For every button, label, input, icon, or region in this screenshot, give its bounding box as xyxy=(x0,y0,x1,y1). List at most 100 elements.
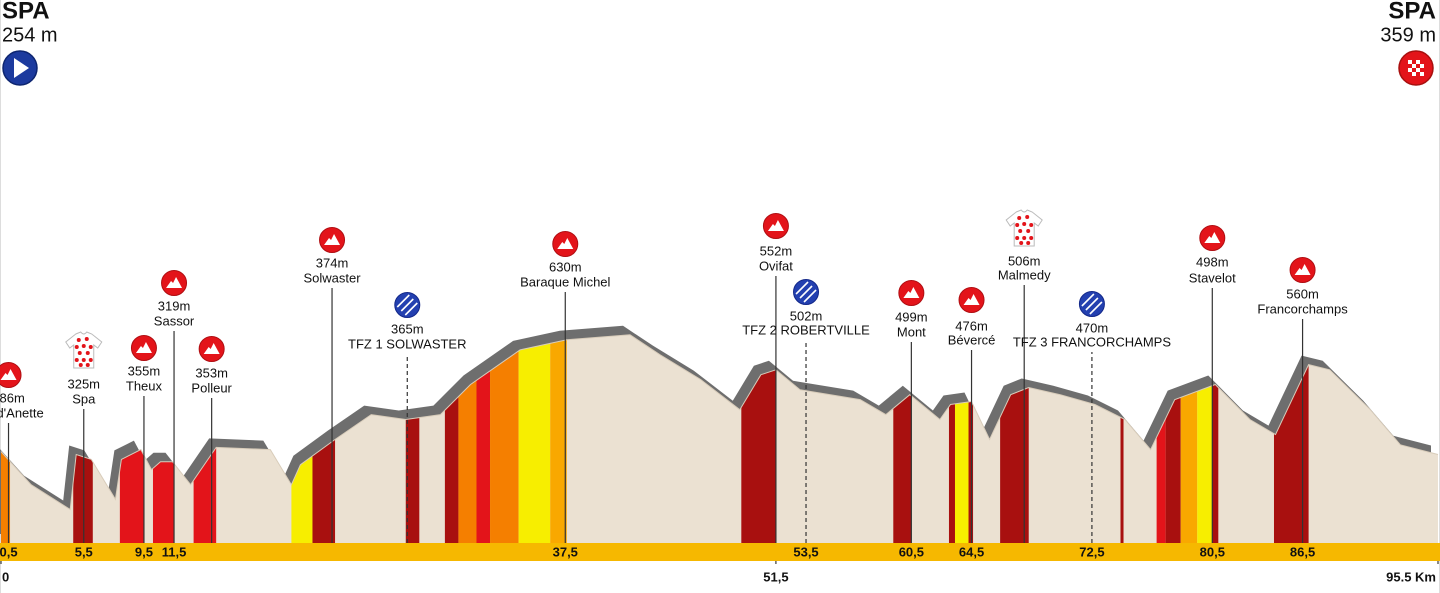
marker-altitude: 319m xyxy=(158,298,191,313)
start-icon xyxy=(2,50,38,86)
marker-name: Mont xyxy=(897,324,926,339)
icon-stripe xyxy=(799,285,813,299)
marker-altitude: 286m xyxy=(0,390,25,405)
marker-km-label: 5,5 xyxy=(75,544,93,559)
marker-altitude: 552m xyxy=(760,243,793,258)
marker-icon-climb xyxy=(552,231,579,257)
profile-area xyxy=(1,334,1438,543)
icon-mountain xyxy=(166,277,183,288)
icon-dot xyxy=(81,344,86,348)
icon-dot xyxy=(88,345,93,349)
icon-dot xyxy=(1015,223,1020,227)
marker-altitude: 630m xyxy=(549,259,582,274)
icon-dot xyxy=(1029,223,1034,227)
marker-km-label: 37,5 xyxy=(553,544,578,559)
marker-altitude: 470m xyxy=(1076,320,1109,335)
marker-name: Ovifat xyxy=(759,258,793,273)
x-tick-label: 95.5 Km xyxy=(1386,569,1436,584)
km-bar xyxy=(0,543,1440,561)
icon-mountain xyxy=(203,343,220,354)
marker-icon-climb xyxy=(1199,225,1226,251)
icon-jersey xyxy=(1005,209,1043,247)
marker-altitude: 498m xyxy=(1196,254,1229,269)
marker-name: TFZ 1 SOLWASTER xyxy=(348,336,466,351)
icon-mountain xyxy=(324,234,341,245)
marker-icon-climb xyxy=(0,362,22,388)
icon-mountain xyxy=(0,369,17,380)
marker-icon-jersey xyxy=(65,331,103,369)
icon-dot xyxy=(1029,236,1034,240)
icon-mountain xyxy=(963,294,980,305)
marker-name: Solwaster xyxy=(303,270,361,285)
marker-icon-climb xyxy=(161,270,188,296)
icon-mountain xyxy=(903,287,920,298)
icon-jersey xyxy=(65,331,103,369)
marker-icon-climb xyxy=(1289,257,1316,283)
icon-stripe xyxy=(396,294,410,308)
marker-name: TFZ 3 FRANCORCHAMPS xyxy=(1013,334,1172,349)
icon-dot xyxy=(78,363,83,367)
marker-km-label: 9,5 xyxy=(135,544,153,559)
icon-stripe xyxy=(803,289,817,303)
icon-dot xyxy=(81,358,86,362)
marker-km-label: 80,5 xyxy=(1200,544,1225,559)
icon-mountain xyxy=(767,220,784,231)
icon-dot xyxy=(85,351,90,355)
marker-name: Stavelot xyxy=(1189,270,1236,285)
icon-mountain xyxy=(135,342,152,353)
icon-dot xyxy=(1015,236,1020,240)
marker-altitude: 353m xyxy=(195,365,228,380)
finish-icon xyxy=(1398,50,1434,86)
start-name: SPA xyxy=(2,0,50,24)
icon-dot xyxy=(1025,215,1030,219)
marker-altitude: 502m xyxy=(790,308,823,323)
x-tick-label: 0 xyxy=(2,569,9,584)
marker-km-label: 86,5 xyxy=(1290,544,1315,559)
gradient-segment xyxy=(948,334,955,543)
icon-stripe xyxy=(400,298,414,312)
marker-altitude: 560m xyxy=(1286,286,1319,301)
marker-altitude: 355m xyxy=(128,363,161,378)
marker-km-label: 60,5 xyxy=(899,544,924,559)
marker-icon-sprint xyxy=(394,292,421,318)
icon-stripe xyxy=(1081,293,1095,307)
marker-km-label: 0,5 xyxy=(0,544,18,559)
icon-stripe xyxy=(404,302,418,316)
icon-dot xyxy=(74,345,79,349)
gradient-segment xyxy=(1120,334,1124,543)
marker-name: Sassor xyxy=(154,313,195,328)
marker-name: Francorchamps xyxy=(1257,301,1348,316)
left-border xyxy=(0,0,1,593)
profile-line xyxy=(0,334,1439,511)
marker-altitude: 476m xyxy=(955,318,988,333)
icon-dot xyxy=(74,358,79,362)
icon-stripe xyxy=(795,281,809,295)
icon-dot xyxy=(1022,236,1027,240)
marker-km-label: 72,5 xyxy=(1079,544,1104,559)
icon-stripe xyxy=(1089,301,1103,315)
x-tick-label: 51,5 xyxy=(763,569,788,584)
icon-dot xyxy=(1018,229,1023,233)
start-altitude: 254 m xyxy=(2,24,58,46)
marker-km-label: 53,5 xyxy=(793,544,818,559)
marker-icon-climb xyxy=(898,280,925,306)
icon-mountain xyxy=(1294,264,1311,275)
icon-dot xyxy=(1017,216,1022,220)
icon-dot xyxy=(1022,222,1027,226)
icon-dot xyxy=(1026,241,1031,245)
marker-name: TFZ 2 ROBERTVILLE xyxy=(742,322,870,337)
marker-altitude: 365m xyxy=(391,321,424,336)
marker-name: Spa xyxy=(72,391,96,406)
icon-dot xyxy=(77,351,82,355)
marker-icon-sprint xyxy=(1078,291,1105,317)
marker-icon-climb xyxy=(762,213,789,239)
marker-name: Col d'Anette xyxy=(0,405,44,420)
icon-mountain xyxy=(557,238,574,249)
icon-stripe xyxy=(1085,297,1099,311)
marker-altitude: 325m xyxy=(67,376,100,391)
marker-icon-climb xyxy=(198,336,225,362)
gradient-segment xyxy=(1156,334,1166,543)
marker-name: Baraque Michel xyxy=(520,274,610,289)
